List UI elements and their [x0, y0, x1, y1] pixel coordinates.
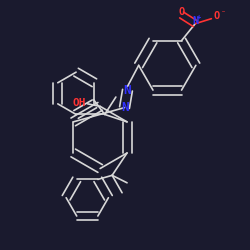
- Text: N: N: [124, 84, 131, 97]
- Text: O: O: [178, 7, 185, 17]
- Text: ⁻: ⁻: [221, 8, 226, 17]
- Text: O: O: [214, 11, 220, 21]
- Text: OH: OH: [72, 98, 86, 108]
- Text: N: N: [121, 101, 128, 114]
- Text: N: N: [192, 16, 198, 26]
- Text: +: +: [197, 14, 201, 20]
